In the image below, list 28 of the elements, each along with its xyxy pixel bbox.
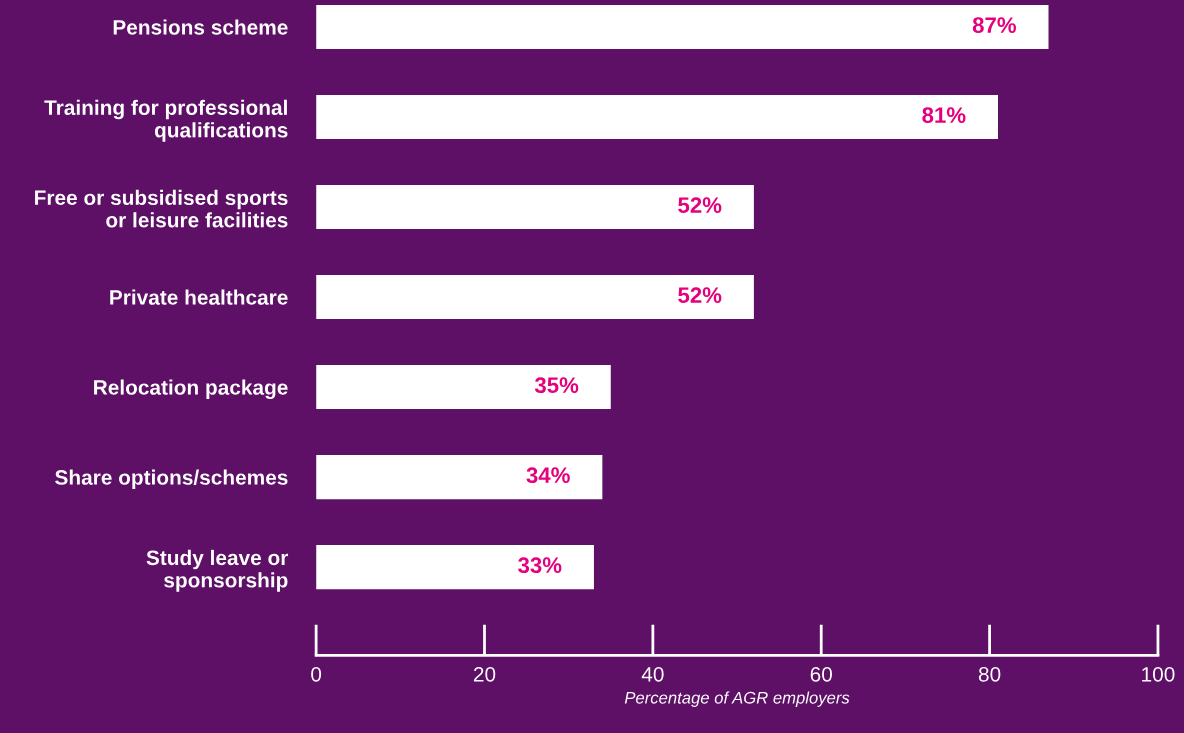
bar <box>316 4 1049 50</box>
data-label: 52% <box>678 287 722 304</box>
bar <box>316 365 611 410</box>
y-tick-label: Training for professional qualifications <box>44 99 288 142</box>
x-tick-label: 80 <box>978 666 1001 682</box>
data-label: 87% <box>972 17 1017 33</box>
x-tick-label: 60 <box>810 666 832 682</box>
bar <box>316 94 999 140</box>
y-tick-label: Pensions scheme <box>113 19 288 35</box>
bar <box>316 274 754 320</box>
y-tick-label: Private healthcare <box>110 289 288 305</box>
data-label: 35% <box>534 377 579 394</box>
data-label: 52% <box>678 197 722 213</box>
y-tick-label: Share options/schemes <box>55 469 288 489</box>
x-tick-label: 0 <box>311 666 322 682</box>
x-tick-label: 100 <box>1142 666 1175 682</box>
x-tick-label: 20 <box>473 666 496 682</box>
y-tick-label: Free or subsidised sports or leisure facilities <box>35 189 288 228</box>
y-tick-label: Relocation package <box>94 379 288 400</box>
bar <box>316 184 754 230</box>
x-axis-title: Percentage of AGR employers <box>624 691 850 707</box>
data-label: 33% <box>518 557 562 574</box>
x-tick-label: 40 <box>641 666 664 682</box>
data-label: 34% <box>526 467 570 484</box>
bar <box>316 545 594 590</box>
bar <box>316 455 603 500</box>
data-label: 81% <box>922 107 966 123</box>
y-tick-label: Study leave or sponsorship <box>146 549 289 592</box>
